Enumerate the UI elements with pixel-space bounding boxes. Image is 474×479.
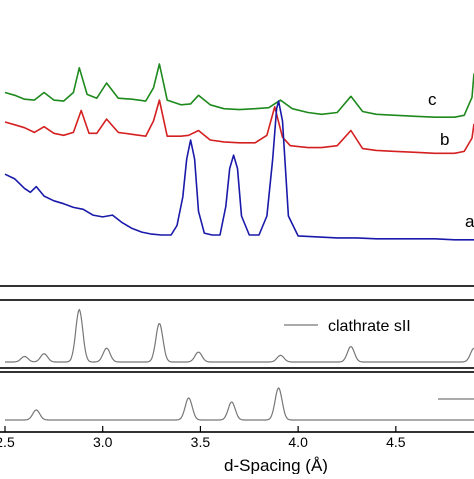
legend-label-clathrate: clathrate sII (328, 318, 411, 335)
x-tick-label: 4.0 (288, 434, 308, 450)
reference-line-bottom (5, 387, 474, 421)
reference-top-series-group (5, 308, 474, 363)
main-series-group (4, 63, 474, 241)
reference-panel-bottom-frame (0, 371, 474, 433)
series-label-b: b (440, 130, 449, 149)
x-axis-label: d-Spacing (Å) (224, 456, 328, 474)
reference-line-clathrate-sii (5, 308, 474, 363)
x-tick-label: 4.5 (386, 434, 406, 450)
series-label-c: c (428, 90, 437, 109)
x-tick-label: 2.5 (0, 434, 15, 450)
x-axis-ticks: 2.5 3.0 3.5 4.0 4.5 (0, 426, 406, 450)
main-panel-frame (0, 285, 474, 287)
reference-panel-top-frame (0, 299, 474, 369)
series-line-a (4, 100, 474, 241)
x-tick-label: 3.0 (93, 434, 113, 450)
series-label-a: a (465, 212, 474, 231)
series-line-b (4, 99, 474, 155)
series-line-c (4, 63, 474, 118)
x-tick-label: 3.5 (191, 434, 211, 450)
reference-bottom-series-group (5, 387, 474, 421)
